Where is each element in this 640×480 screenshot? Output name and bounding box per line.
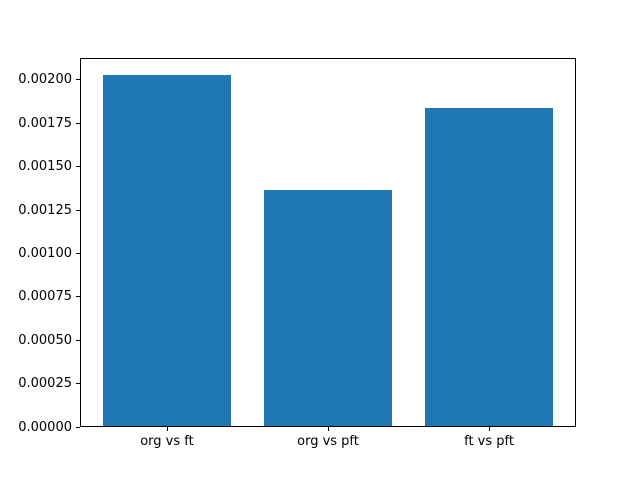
y-tick-mark <box>76 209 80 211</box>
y-tick-label: 0.00200 <box>18 72 72 88</box>
x-tick-label: org vs ft <box>140 434 194 449</box>
y-tick-mark <box>76 383 80 385</box>
y-tick-label: 0.00100 <box>18 245 72 261</box>
y-tick-label: 0.00125 <box>18 202 72 218</box>
y-tick-mark <box>76 252 80 254</box>
bar-ft-vs-pft <box>424 108 554 426</box>
y-tick-mark <box>76 122 80 124</box>
plot-area <box>80 58 576 427</box>
y-tick-mark <box>76 79 80 81</box>
x-tick-label: org vs pft <box>297 434 359 449</box>
bar-org-vs-pft <box>263 189 393 426</box>
y-tick-mark <box>76 296 80 298</box>
x-tick-mark <box>328 427 329 431</box>
bar-org-vs-ft <box>102 75 232 426</box>
y-tick-mark <box>76 339 80 341</box>
y-tick-label: 0.00025 <box>18 376 72 392</box>
y-tick-label: 0.00075 <box>18 289 72 305</box>
y-tick-label: 0.00000 <box>18 419 72 435</box>
x-tick-mark <box>166 427 168 431</box>
x-tick-mark <box>489 427 491 431</box>
y-tick-mark <box>76 426 80 428</box>
y-tick-label: 0.00175 <box>18 115 72 131</box>
y-tick-mark <box>76 166 80 168</box>
y-tick-label: 0.00150 <box>18 159 72 175</box>
x-tick-label: ft vs pft <box>464 434 514 449</box>
y-tick-label: 0.00050 <box>18 332 72 348</box>
